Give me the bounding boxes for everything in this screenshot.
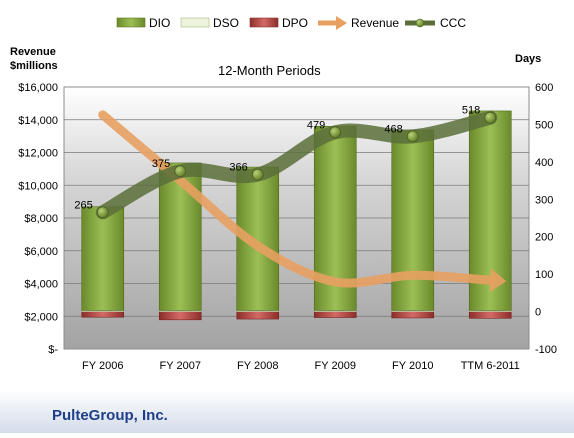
- right-tick-label: 100: [535, 269, 553, 281]
- ccc-data-label: 468: [384, 123, 402, 135]
- legend-swatch-dio: [116, 17, 146, 28]
- revenue-line: [98, 110, 495, 288]
- category-label: FY 2009: [315, 360, 356, 372]
- ccc-data-label: 518: [462, 105, 480, 117]
- category-label: TTM 6-2011: [461, 360, 520, 372]
- revenue-series: [98, 110, 507, 293]
- left-tick-label: $10,000: [18, 180, 58, 192]
- category-labels: FY 2006 FY 2007 FY 2008 FY 2009 FY 2010 TTM 6…: [82, 360, 520, 372]
- dio-bar: [81, 206, 125, 311]
- left-tick-label: $14,000: [18, 115, 58, 127]
- legend-label-ccc: CCC: [440, 16, 466, 30]
- left-tick-label: $4,000: [24, 279, 58, 291]
- legend-label-dpo: DPO: [282, 16, 308, 30]
- dpo-bar: [158, 311, 202, 321]
- ccc-point: [251, 168, 264, 181]
- left-axis-label-line2: $millions: [10, 60, 58, 72]
- legend-swatch-revenue: [318, 16, 347, 30]
- ccc-series: 265 375 366 479 468 518: [74, 105, 498, 220]
- ccc-point: [174, 165, 187, 178]
- right-tick-label: 200: [535, 232, 553, 244]
- ccc-data-label: 366: [229, 162, 247, 174]
- ccc-point: [329, 126, 342, 139]
- revenue-arrowhead: [489, 268, 507, 293]
- left-axis-ticks: $- $2,000 $4,000 $6,000 $8,000 $10,000 $12,000…: [18, 82, 58, 356]
- ccc-data-label: 375: [152, 158, 170, 170]
- company-name: PulteGroup, Inc.: [52, 407, 168, 424]
- ccc-data-label: 265: [74, 199, 92, 211]
- left-tick-label: $8,000: [24, 213, 58, 225]
- left-tick-label: $12,000: [18, 148, 58, 160]
- right-tick-label: 500: [535, 119, 553, 131]
- ccc-point: [96, 206, 109, 219]
- left-tick-label: $16,000: [18, 82, 58, 94]
- dpo-bar: [236, 311, 280, 320]
- right-tick-label: 600: [535, 82, 553, 94]
- right-axis-ticks: -100 0 100 200 300 400 500 600: [535, 82, 557, 356]
- legend-label-dso: DSO: [213, 16, 239, 30]
- dpo-bar: [391, 311, 435, 319]
- left-tick-label: $2,000: [24, 311, 58, 323]
- category-label: FY 2008: [237, 360, 278, 372]
- legend-swatch-dpo: [249, 17, 279, 28]
- dpo-bar: [313, 311, 357, 318]
- right-tick-label: 300: [535, 194, 553, 206]
- legend-swatch-dso: [180, 17, 210, 28]
- right-tick-label: 400: [535, 157, 553, 169]
- legend-label-dio: DIO: [149, 16, 170, 30]
- company-band: [0, 390, 574, 433]
- dio-bar: [391, 129, 435, 311]
- dpo-bar: [81, 311, 125, 318]
- right-tick-label: -100: [535, 344, 557, 356]
- dpo-bar: [468, 311, 512, 319]
- left-tick-label: $6,000: [24, 246, 58, 258]
- legend-swatch-ccc: [405, 18, 435, 28]
- legend-label-revenue: Revenue: [351, 16, 399, 30]
- chart-title: 12-Month Periods: [218, 63, 321, 78]
- left-tick-label: $-: [48, 344, 58, 356]
- left-axis-label-line1: Revenue: [10, 46, 56, 58]
- ccc-point: [484, 111, 497, 124]
- category-label: FY 2007: [160, 360, 201, 372]
- category-label: FY 2006: [82, 360, 123, 372]
- legend: DIO DSO DPO Revenue CCC: [116, 16, 466, 30]
- right-axis-label: Days: [515, 53, 541, 65]
- ccc-data-label: 479: [307, 119, 325, 131]
- ccc-point: [406, 130, 419, 143]
- gridlines: [64, 119, 529, 317]
- right-tick-label: 0: [535, 307, 541, 319]
- category-label: FY 2010: [392, 360, 433, 372]
